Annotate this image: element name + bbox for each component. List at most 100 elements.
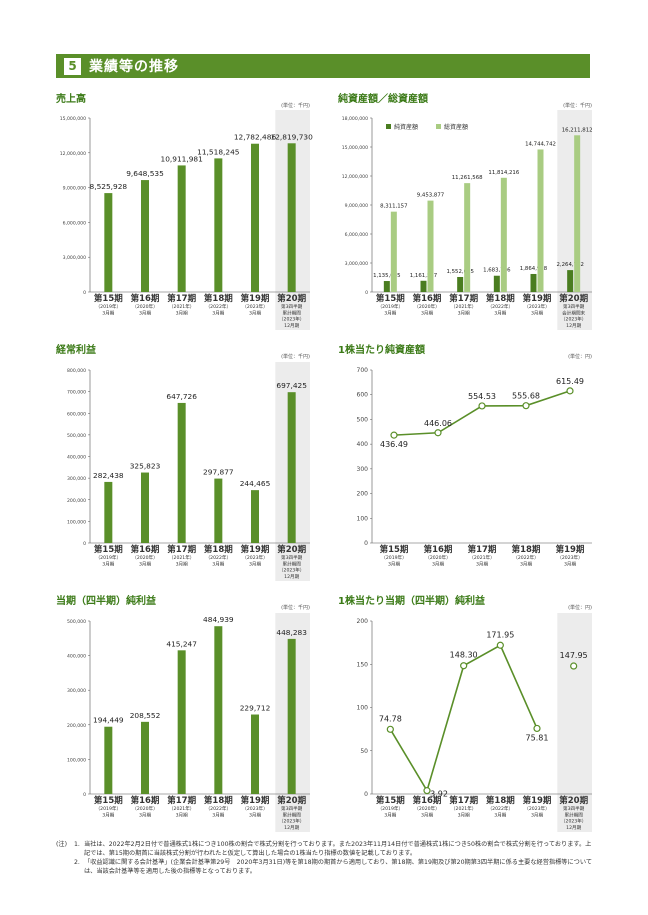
x-tick-label: 3月期 [421,310,434,316]
data-label: 14,744,742 [525,141,556,147]
x-tick-label: （2020年） [414,303,439,310]
x-tick-label: 3月期 [494,812,507,818]
y-tick-label: 15,000,000 [60,116,86,122]
x-tick-label: 第17期 [449,293,478,304]
bar [177,650,186,794]
x-tick-label: 3月期 [432,561,445,567]
x-tick-label: 累計期間 [282,811,301,818]
y-tick-label: 6,000,000 [345,232,368,238]
data-point [460,662,468,670]
x-tick-label: 第16期 [131,293,160,304]
y-tick-label: 500 [357,416,369,423]
bar [214,626,223,794]
x-tick-label: （2021年） [169,805,194,812]
y-tick-label: 100 [357,515,369,522]
x-tick-label: 3月期 [384,812,397,818]
x-tick-label: 3月期 [458,310,471,316]
x-tick-label: 第3四半期 [281,805,303,812]
x-tick-label: 第15期 [376,795,405,806]
x-tick-label: （2020年） [132,303,157,310]
y-tick-label: 100,000 [67,519,86,525]
chart-title: 経常利益 [56,345,96,356]
x-tick-label: 第15期 [376,293,405,304]
x-tick-label: 3月期 [102,812,115,818]
chart-unit: (単位：千円) [281,354,310,360]
bar [567,270,574,292]
x-tick-label: 第18期 [512,544,541,555]
x-tick-label: 3月期 [139,310,152,316]
bar [420,280,427,292]
x-tick-label: （2022年） [488,303,513,310]
x-tick-label: （2020年） [132,805,157,812]
x-tick-label: （2019年） [378,303,403,310]
x-tick-label: （2020年） [132,554,157,561]
data-point [522,402,530,410]
data-label: 554.53 [468,392,496,401]
footnote-number: 1. [74,841,80,848]
data-label: 555.68 [512,392,540,401]
footnote-text: 当社は、2022年2月2日付で普通株式1株につき100株の割合で株式分割を行って… [84,841,592,857]
x-tick-label: 3月期 [421,812,434,818]
chart-title: 純資産額／総資産額 [338,94,428,105]
y-tick-label: 6,000,000 [63,220,86,226]
x-tick-label: 第17期 [468,544,497,555]
y-tick-label: 200 [357,618,369,625]
data-point [496,641,504,649]
bar [287,638,296,794]
x-tick-label: 第15期 [380,544,409,555]
x-tick-label: 第3四半期 [281,303,303,310]
data-label: 11,814,216 [488,170,519,176]
bar [493,275,500,292]
data-label: 446.06 [424,419,452,428]
data-label: 194,449 [93,716,124,725]
bar [214,478,223,543]
x-tick-label: 第16期 [413,795,442,806]
x-tick-label: 第19期 [523,293,552,304]
x-tick-label: （2022年） [513,554,538,561]
y-tick-label: 15,000,000 [342,145,368,151]
x-tick-label: （2021年） [451,303,476,310]
y-tick-label: 3,000,000 [63,255,86,261]
x-tick-label: 第3四半期 [281,554,303,561]
x-tick-label: （2020年） [414,805,439,812]
x-tick-label: （2023年） [561,316,586,323]
data-label: 484,939 [203,615,234,624]
forecast-column-bg [557,613,592,832]
y-tick-label: 9,000,000 [345,203,368,209]
data-label: 75.81 [526,733,549,742]
data-label: 297,877 [203,468,234,477]
x-tick-label: 12月期 [284,323,299,329]
chart-unit: (単位：円) [568,605,592,611]
data-label: 11,518,245 [197,147,240,156]
x-tick-label: 3月期 [102,310,115,316]
x-tick-label: 第3四半期 [563,303,585,310]
y-tick-label: 9,000,000 [63,186,86,192]
bar [457,276,464,292]
y-tick-label: 0 [83,792,86,798]
chart-unit: (単位：千円) [281,605,310,611]
bar [177,402,186,543]
x-tick-label: （2023年） [279,316,304,323]
x-tick-label: 第20期 [559,293,588,304]
data-point [434,429,442,437]
legend-label: 純資産額 [394,123,418,131]
data-label: 229,712 [240,704,271,713]
x-tick-label: 累計期間 [282,560,301,567]
y-tick-label: 0 [364,540,368,547]
x-tick-label: 第16期 [131,795,160,806]
x-tick-label: 3月期 [458,812,471,818]
x-tick-label: 第20期 [559,795,588,806]
x-tick-label: （2022年） [488,805,513,812]
x-tick-label: （2021年） [451,805,476,812]
y-tick-label: 500,000 [67,619,86,625]
data-point [386,725,394,733]
footnotes: (注) 1. 当社は、2022年2月2日付で普通株式1株につき100株の割合で株… [56,840,596,876]
bar [214,158,223,292]
y-tick-label: 800,000 [67,368,86,374]
legend-swatch [386,124,391,129]
y-tick-label: 0 [83,541,86,547]
x-tick-label: 第18期 [204,293,233,304]
x-tick-label: 3月期 [102,561,115,567]
bar [427,200,434,292]
chart-unit: (単位：千円) [281,103,310,109]
